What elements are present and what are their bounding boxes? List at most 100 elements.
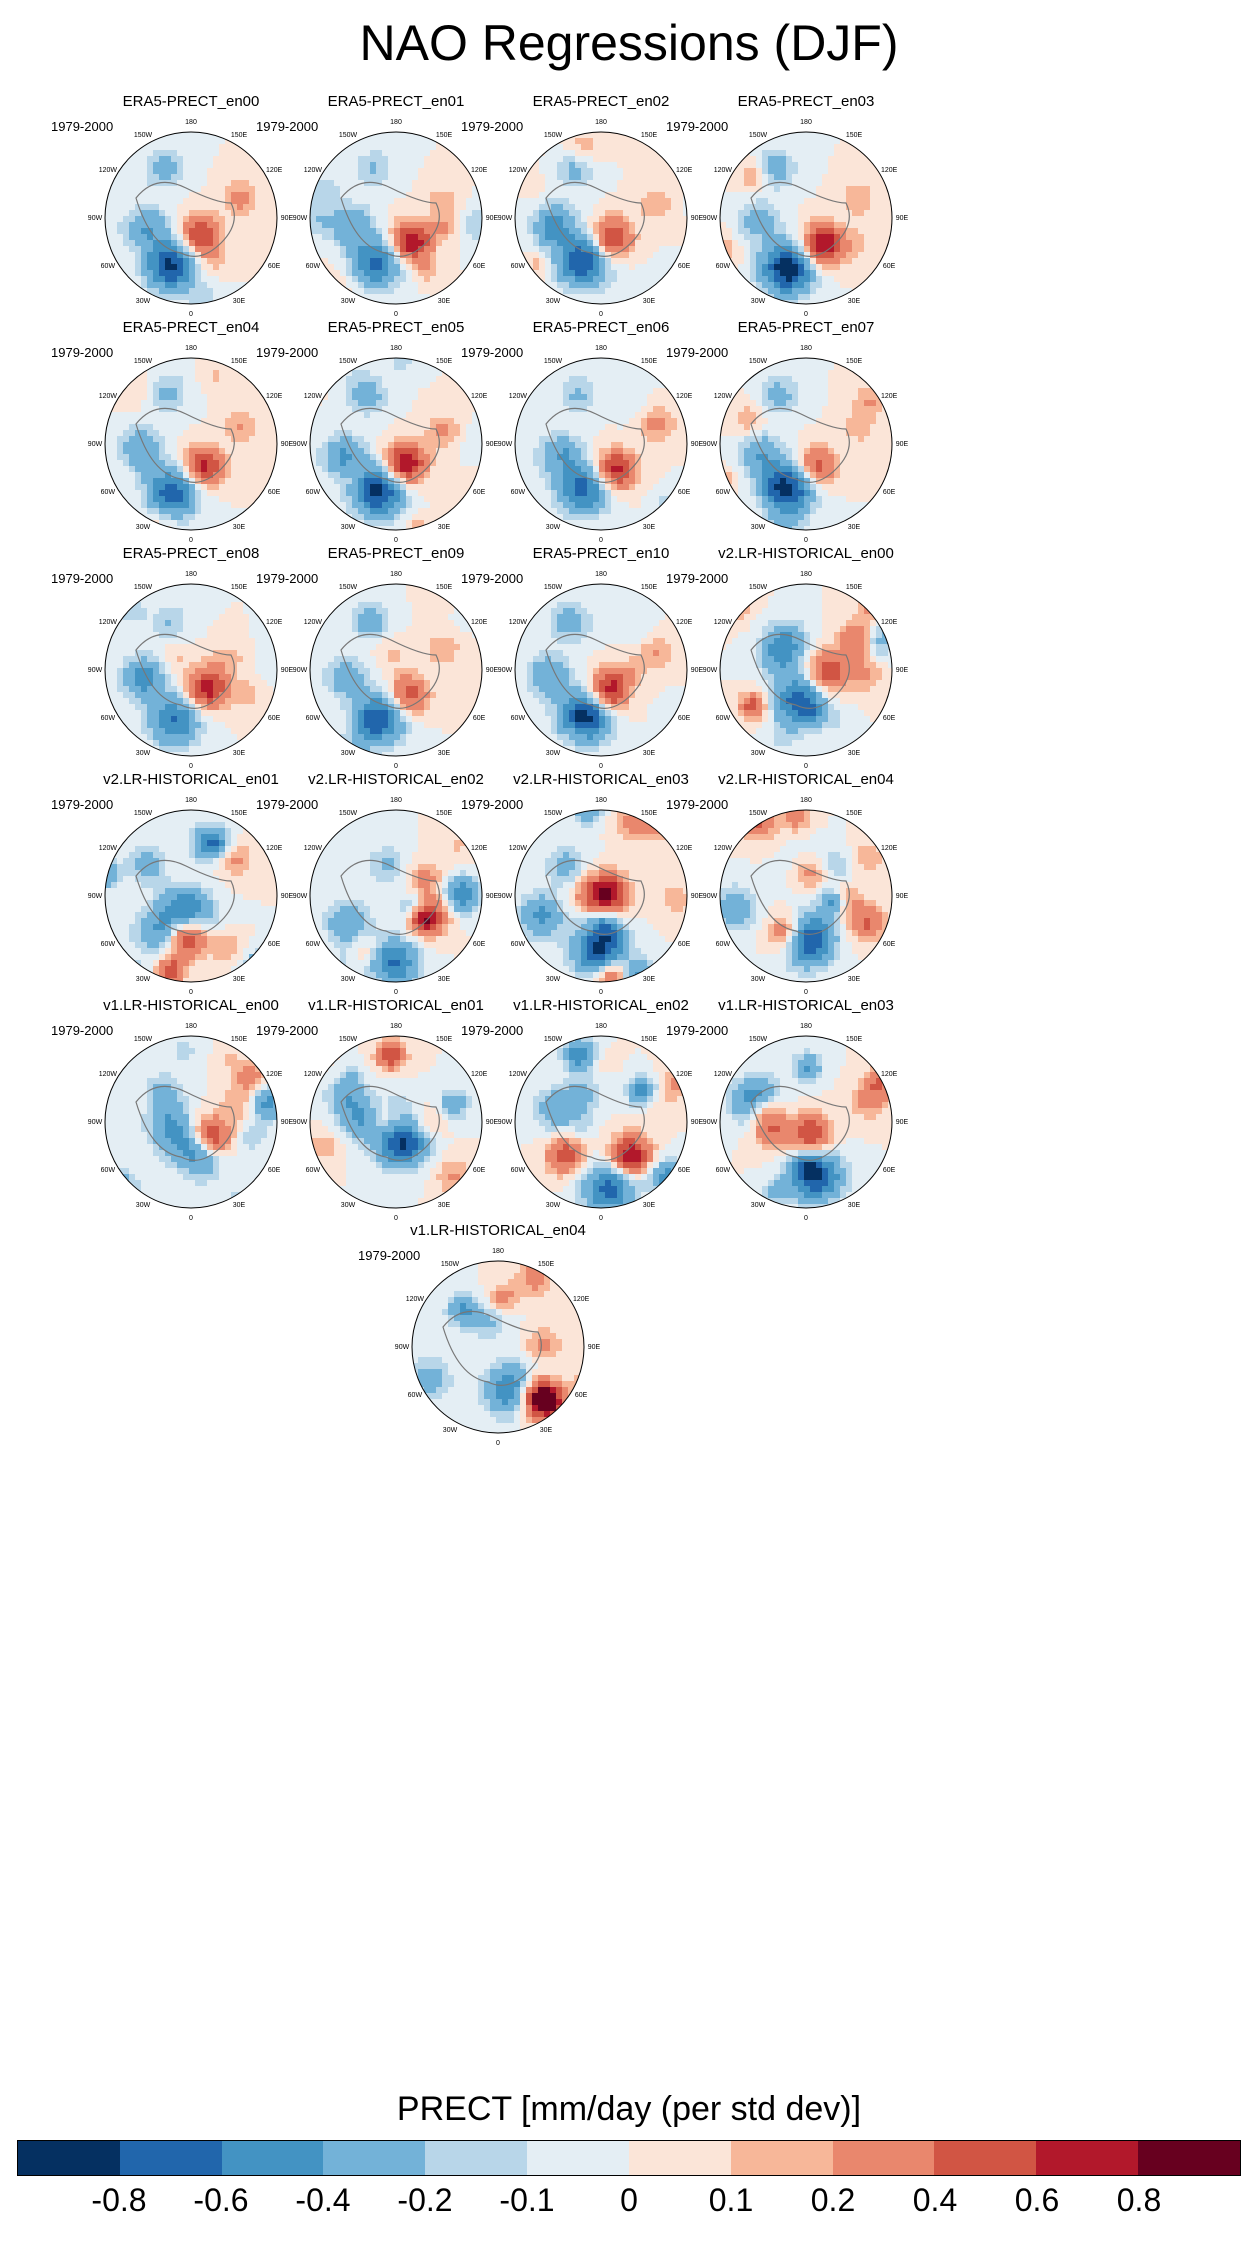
panel-period-label: 1979-2000 (256, 1023, 319, 1038)
longitude-label: 180 (185, 571, 197, 578)
longitude-label: 180 (595, 571, 607, 578)
anomaly-field (720, 132, 892, 304)
longitude-label: 90E (691, 667, 704, 674)
longitude-label: 120W (99, 167, 118, 174)
longitude-label: 180 (390, 571, 402, 578)
map-boundary (719, 131, 893, 305)
panel-period-label: 1979-2000 (666, 797, 729, 812)
panel-title: ERA5-PRECT_en09 (327, 545, 465, 562)
anomaly-field (105, 132, 277, 304)
longitude-label: 120E (266, 167, 283, 174)
longitude-label: 120E (266, 845, 283, 852)
longitude-label: 120E (676, 619, 693, 626)
polar-map: 180 150E 120E 90E 60E 30E 0 30W 60W 90W 120W 150W (293, 119, 499, 318)
panel-period-label: 1979-2000 (51, 797, 114, 812)
longitude-label: 150W (134, 1036, 153, 1043)
colorbar-tick-label: -0.6 (193, 2182, 249, 2218)
panel-title: ERA5-PRECT_en06 (532, 319, 670, 336)
map-boundary (104, 131, 278, 305)
longitude-label: 90W (88, 215, 103, 222)
longitude-label: 120W (714, 845, 733, 852)
longitude-label: 90W (293, 1119, 308, 1126)
map-boundary (514, 131, 688, 305)
polar-map: 180 150E 120E 90E 60E 30E 0 30W 60W 90W 120W 150W (703, 1023, 909, 1222)
anomaly-field (515, 810, 687, 982)
longitude-label: 120W (304, 1071, 323, 1078)
longitude-label: 60W (511, 941, 526, 948)
longitude-label: 120W (99, 845, 118, 852)
longitude-label: 60E (473, 489, 486, 496)
longitude-label: 120W (714, 1071, 733, 1078)
longitude-label: 60E (678, 1167, 691, 1174)
longitude-label: 120E (266, 393, 283, 400)
longitude-label: 180 (185, 345, 197, 352)
map-panel: ERA5-PRECT_en00 1979-2000 180 150E 120E 90E 60… (45, 94, 337, 404)
longitude-label: 30E (438, 524, 451, 531)
longitude-label: 150E (641, 132, 658, 139)
polar-map: 180 150E 120E 90E 60E 30E 0 30W 60W 90W 120W 150W (703, 571, 909, 770)
longitude-label: 60E (473, 941, 486, 948)
map-panel: v2.LR-HISTORICAL_en04 1979-2000 180 150E 120… (660, 772, 952, 1082)
anomaly-field (412, 1261, 584, 1433)
longitude-label: 150E (846, 584, 863, 591)
panel-title: v1.LR-HISTORICAL_en00 (103, 997, 279, 1014)
longitude-label: 0 (804, 989, 808, 996)
longitude-label: 60W (511, 263, 526, 270)
polar-map: 180 150E 120E 90E 60E 30E 0 30W 60W 90W 120W 150W (88, 571, 294, 770)
longitude-label: 30E (848, 976, 861, 983)
longitude-label: 30W (341, 1202, 356, 1209)
longitude-label: 30W (546, 524, 561, 531)
map-boundary (411, 1260, 585, 1434)
colorbar-title: PRECT [mm/day (per std dev)] (396, 2090, 862, 2128)
colorbar-tick-label: -0.4 (295, 2182, 351, 2218)
longitude-label: 120W (99, 1071, 118, 1078)
longitude-label: 150E (641, 810, 658, 817)
longitude-label: 60W (716, 263, 731, 270)
longitude-label: 60W (511, 489, 526, 496)
longitude-label: 0 (599, 1215, 603, 1222)
longitude-label: 120W (304, 619, 323, 626)
longitude-label: 150W (749, 584, 768, 591)
colorbar-swatch (221, 2141, 324, 2175)
longitude-label: 90E (281, 215, 294, 222)
longitude-label: 150E (641, 584, 658, 591)
panel-title: ERA5-PRECT_en00 (122, 93, 260, 110)
longitude-label: 60W (101, 1167, 116, 1174)
map-panel: ERA5-PRECT_en02 1979-2000 180 150E 120E 90E 60… (455, 94, 747, 404)
longitude-label: 120W (714, 167, 733, 174)
panel-period-label: 1979-2000 (666, 345, 729, 360)
polar-map: 180 150E 120E 90E 60E 30E 0 30W 60W 90W 120W 150W (293, 797, 499, 996)
polar-map: 180 150E 120E 90E 60E 30E 0 30W 60W 90W 120W 150W (498, 345, 704, 544)
longitude-label: 0 (394, 989, 398, 996)
panel-period-label: 1979-2000 (256, 345, 319, 360)
longitude-label: 150W (134, 810, 153, 817)
map-boundary (719, 809, 893, 983)
longitude-label: 30W (751, 524, 766, 531)
longitude-label: 30W (751, 976, 766, 983)
longitude-label: 150W (339, 132, 358, 139)
longitude-label: 0 (804, 311, 808, 318)
longitude-label: 30W (136, 1202, 151, 1209)
map-boundary (514, 809, 688, 983)
longitude-label: 120E (471, 393, 488, 400)
longitude-label: 60E (268, 715, 281, 722)
longitude-label: 60E (678, 263, 691, 270)
longitude-label: 30E (438, 976, 451, 983)
longitude-label: 60W (716, 489, 731, 496)
longitude-label: 180 (595, 345, 607, 352)
map-boundary (309, 1035, 483, 1209)
panel-period-label: 1979-2000 (461, 1023, 524, 1038)
panel-period-label: 1979-2000 (51, 119, 114, 134)
longitude-label: 180 (595, 797, 607, 804)
colorbar-tick-label: -0.8 (91, 2182, 147, 2218)
longitude-label: 60E (268, 263, 281, 270)
longitude-label: 60E (678, 715, 691, 722)
longitude-label: 150W (544, 810, 563, 817)
longitude-label: 120W (406, 1296, 425, 1303)
longitude-label: 60W (101, 941, 116, 948)
longitude-label: 150W (134, 132, 153, 139)
panel-period-label: 1979-2000 (461, 345, 524, 360)
map-panel: ERA5-PRECT_en07 1979-2000 180 150E 120E 90E 60… (660, 320, 952, 630)
colorbar-swatch (425, 2141, 528, 2175)
panel-period-label: 1979-2000 (461, 571, 524, 586)
